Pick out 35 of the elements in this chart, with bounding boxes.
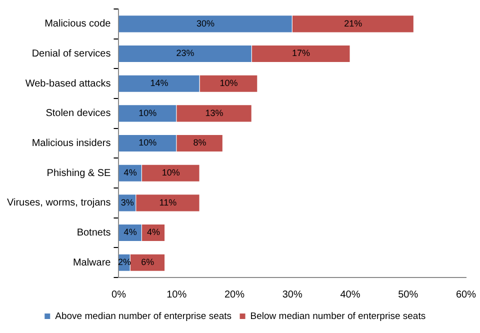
data-label: 3% bbox=[120, 197, 134, 208]
data-label: 4% bbox=[124, 227, 137, 238]
x-tick-label: 20% bbox=[224, 289, 245, 300]
y-tick-label: Denial of services bbox=[32, 48, 111, 60]
y-tick-label: Stolen devices bbox=[46, 108, 111, 120]
x-tick-label: 50% bbox=[398, 289, 418, 300]
data-label: 8% bbox=[193, 138, 206, 148]
x-tick-label: 0% bbox=[112, 289, 126, 300]
data-label: 30% bbox=[196, 18, 215, 28]
data-label: 23% bbox=[176, 48, 194, 58]
data-label: 10% bbox=[138, 108, 157, 118]
y-tick-label: Viruses, worms, trojans bbox=[6, 198, 111, 209]
data-label: 10% bbox=[220, 78, 238, 88]
data-label: 10% bbox=[162, 168, 180, 178]
y-tick-label: Malware bbox=[72, 257, 112, 268]
data-label: 14% bbox=[150, 78, 168, 88]
data-label: 17% bbox=[292, 48, 310, 58]
data-label: 13% bbox=[205, 108, 224, 118]
data-label: 11% bbox=[159, 197, 177, 208]
x-tick-label: 30% bbox=[282, 289, 302, 300]
data-label: 10% bbox=[138, 138, 157, 148]
y-tick-label: Botnets bbox=[76, 228, 111, 238]
data-label: 6% bbox=[141, 257, 154, 268]
y-tick-label: Web-based attacks bbox=[25, 78, 111, 90]
y-tick-label: Malicious code bbox=[44, 18, 112, 30]
x-tick-label: 40% bbox=[340, 289, 360, 300]
data-label: 4% bbox=[124, 168, 137, 178]
data-label: 21% bbox=[344, 18, 362, 28]
y-tick-label: Malicious insiders bbox=[32, 138, 111, 149]
x-tick-label: 60% bbox=[456, 289, 476, 300]
data-label: 4% bbox=[146, 227, 160, 238]
legend-label: Above median number of enterprise seats bbox=[55, 310, 232, 322]
y-tick-label: Phishing & SE bbox=[46, 168, 112, 179]
x-tick-label: 10% bbox=[166, 289, 187, 300]
legend-label: Below median number of enterprise seats bbox=[250, 310, 426, 322]
